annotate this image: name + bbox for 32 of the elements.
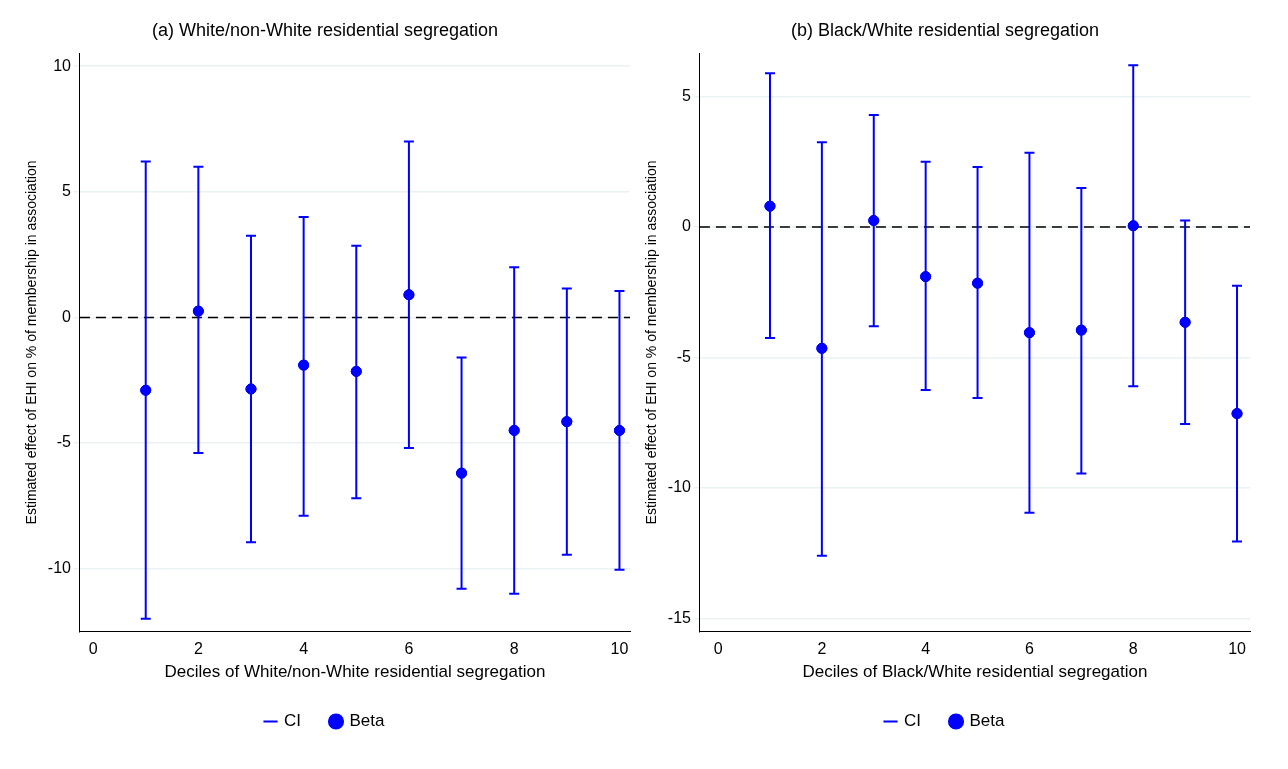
chart-title: (a) White/non-White residential segregation — [151, 19, 499, 40]
x-axis-title: Deciles of White/non-White residential segregation — [164, 662, 546, 682]
x-tick-label: 0 — [713, 640, 723, 658]
y-tick-label: -5 — [676, 347, 692, 365]
legend-label: CI — [284, 711, 302, 731]
x-tick-label: 6 — [1025, 640, 1034, 658]
x-tick-label: 2 — [193, 640, 203, 658]
y-tick-label: 0 — [682, 217, 692, 235]
y-tick-label: -15 — [667, 608, 692, 626]
y-tick-label: -10 — [47, 559, 72, 576]
x-tick-label: 6 — [404, 640, 414, 658]
y-axis-title: Estimated effect of EHI on % of membership in association — [643, 160, 660, 525]
x-tick-label: 2 — [817, 640, 827, 658]
chart-title: (b) Black/White residential segregation — [790, 19, 1100, 40]
y-tick-label: -10 — [667, 478, 692, 496]
x-tick-label: 8 — [1128, 640, 1138, 658]
x-tick-label: 4 — [921, 640, 931, 658]
x-tick-label: 0 — [88, 640, 98, 658]
y-tick-label: 5 — [682, 87, 692, 105]
legend-label: Beta — [349, 711, 386, 731]
y-tick-label: -5 — [56, 433, 72, 451]
x-tick-label: 4 — [299, 640, 309, 658]
y-axis-title: Estimated effect of EHI on % of membership in association — [23, 160, 40, 525]
x-axis-title: Deciles of Black/White residential segregation — [802, 662, 1148, 682]
y-tick-label: 10 — [53, 56, 72, 74]
y-tick-label: 5 — [62, 182, 72, 200]
x-tick-label: 8 — [509, 640, 519, 658]
x-tick-label: 10 — [610, 640, 629, 658]
x-tick-label: 10 — [1228, 640, 1247, 658]
legend-label: Beta — [969, 711, 1006, 731]
legend-label: CI — [904, 711, 922, 731]
y-tick-label: 0 — [62, 307, 72, 325]
